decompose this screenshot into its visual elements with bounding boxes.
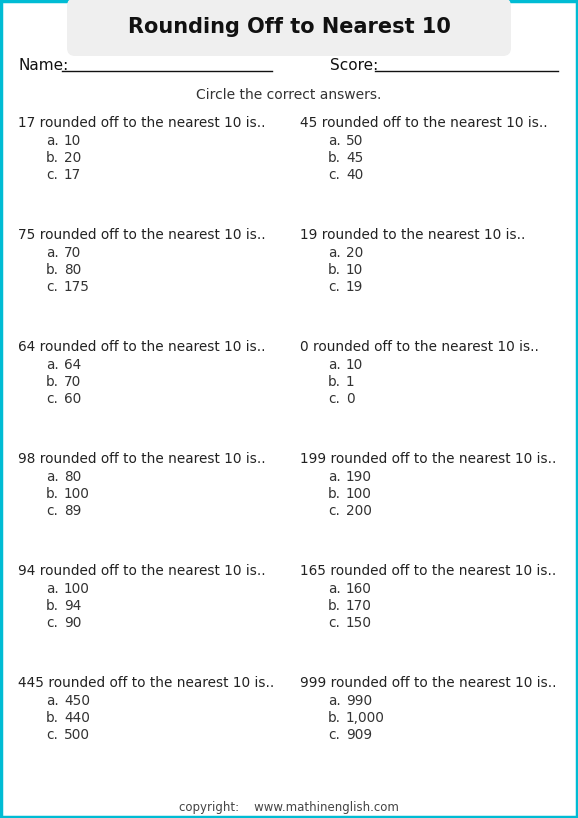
Text: 10: 10	[64, 134, 81, 148]
Text: 70: 70	[64, 375, 81, 389]
Text: 80: 80	[64, 263, 81, 277]
Text: b.: b.	[46, 375, 59, 389]
Text: c.: c.	[46, 616, 58, 630]
Text: 1: 1	[346, 375, 355, 389]
Text: 50: 50	[346, 134, 364, 148]
Text: 199 rounded off to the nearest 10 is..: 199 rounded off to the nearest 10 is..	[300, 452, 557, 466]
Text: 0 rounded off to the nearest 10 is..: 0 rounded off to the nearest 10 is..	[300, 340, 539, 354]
Text: 10: 10	[346, 263, 363, 277]
Text: 909: 909	[346, 728, 372, 742]
Text: 200: 200	[346, 504, 372, 518]
Text: 64 rounded off to the nearest 10 is..: 64 rounded off to the nearest 10 is..	[18, 340, 265, 354]
Text: 19 rounded to the nearest 10 is..: 19 rounded to the nearest 10 is..	[300, 228, 525, 242]
Text: copyright:    www.mathinenglish.com: copyright: www.mathinenglish.com	[179, 802, 399, 815]
Text: c.: c.	[328, 168, 340, 182]
Text: 94 rounded off to the nearest 10 is..: 94 rounded off to the nearest 10 is..	[18, 564, 266, 578]
Text: a.: a.	[328, 246, 341, 260]
Text: 64: 64	[64, 358, 81, 372]
Text: 990: 990	[346, 694, 372, 708]
Text: b.: b.	[46, 487, 59, 501]
Text: 150: 150	[346, 616, 372, 630]
Text: 1,000: 1,000	[346, 711, 385, 725]
Text: 60: 60	[64, 392, 81, 406]
Text: a.: a.	[328, 694, 341, 708]
Text: 100: 100	[64, 582, 90, 596]
Text: b.: b.	[328, 487, 341, 501]
Text: 90: 90	[64, 616, 81, 630]
Text: a.: a.	[328, 134, 341, 148]
Text: 40: 40	[346, 168, 363, 182]
Text: b.: b.	[328, 599, 341, 613]
Text: c.: c.	[328, 616, 340, 630]
Text: 20: 20	[346, 246, 363, 260]
Text: c.: c.	[46, 392, 58, 406]
Text: c.: c.	[328, 728, 340, 742]
Text: 45 rounded off to the nearest 10 is..: 45 rounded off to the nearest 10 is..	[300, 116, 547, 130]
Text: Circle the correct answers.: Circle the correct answers.	[197, 88, 381, 102]
Text: 19: 19	[346, 280, 364, 294]
Text: a.: a.	[328, 470, 341, 484]
Text: 75 rounded off to the nearest 10 is..: 75 rounded off to the nearest 10 is..	[18, 228, 266, 242]
Text: b.: b.	[328, 711, 341, 725]
Text: 70: 70	[64, 246, 81, 260]
Text: 17 rounded off to the nearest 10 is..: 17 rounded off to the nearest 10 is..	[18, 116, 265, 130]
Text: 0: 0	[346, 392, 355, 406]
Text: 170: 170	[346, 599, 372, 613]
Text: a.: a.	[46, 470, 59, 484]
Text: Rounding Off to Nearest 10: Rounding Off to Nearest 10	[128, 17, 450, 37]
Text: c.: c.	[328, 504, 340, 518]
Text: b.: b.	[46, 711, 59, 725]
Text: 100: 100	[346, 487, 372, 501]
Text: 89: 89	[64, 504, 81, 518]
FancyBboxPatch shape	[67, 0, 511, 56]
Text: c.: c.	[46, 504, 58, 518]
Text: 160: 160	[346, 582, 372, 596]
Text: 45: 45	[346, 151, 364, 165]
Text: b.: b.	[328, 263, 341, 277]
Text: b.: b.	[328, 375, 341, 389]
Text: 94: 94	[64, 599, 81, 613]
Text: a.: a.	[46, 134, 59, 148]
Text: Score:: Score:	[330, 59, 378, 74]
Text: b.: b.	[46, 263, 59, 277]
Text: c.: c.	[328, 280, 340, 294]
Text: b.: b.	[46, 599, 59, 613]
Text: b.: b.	[328, 151, 341, 165]
Text: a.: a.	[46, 246, 59, 260]
Text: 450: 450	[64, 694, 90, 708]
Text: 165 rounded off to the nearest 10 is..: 165 rounded off to the nearest 10 is..	[300, 564, 556, 578]
Text: 500: 500	[64, 728, 90, 742]
Text: a.: a.	[46, 582, 59, 596]
Text: 175: 175	[64, 280, 90, 294]
Text: a.: a.	[328, 582, 341, 596]
Text: 440: 440	[64, 711, 90, 725]
Text: 17: 17	[64, 168, 81, 182]
Text: 20: 20	[64, 151, 81, 165]
Text: c.: c.	[46, 280, 58, 294]
Text: 999 rounded off to the nearest 10 is..: 999 rounded off to the nearest 10 is..	[300, 676, 557, 690]
Text: a.: a.	[46, 358, 59, 372]
Text: 10: 10	[346, 358, 363, 372]
Text: c.: c.	[328, 392, 340, 406]
Text: c.: c.	[46, 168, 58, 182]
Text: 98 rounded off to the nearest 10 is..: 98 rounded off to the nearest 10 is..	[18, 452, 266, 466]
Text: Name:: Name:	[18, 59, 68, 74]
Text: b.: b.	[46, 151, 59, 165]
Text: 190: 190	[346, 470, 372, 484]
Text: a.: a.	[328, 358, 341, 372]
Text: a.: a.	[46, 694, 59, 708]
Text: 445 rounded off to the nearest 10 is..: 445 rounded off to the nearest 10 is..	[18, 676, 274, 690]
Text: 80: 80	[64, 470, 81, 484]
Text: c.: c.	[46, 728, 58, 742]
Text: 100: 100	[64, 487, 90, 501]
